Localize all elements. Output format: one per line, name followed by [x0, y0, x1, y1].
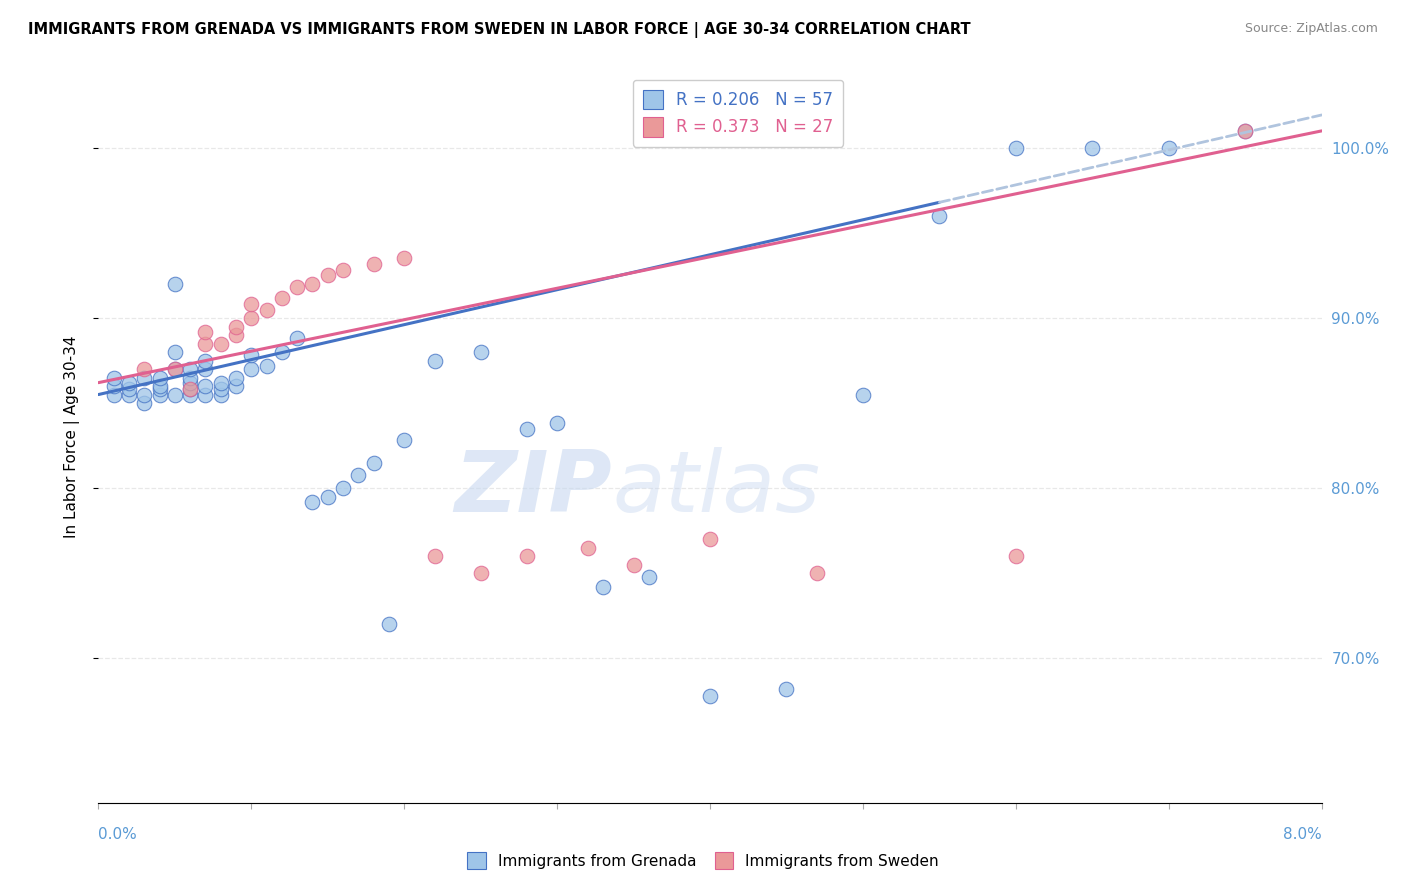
Y-axis label: In Labor Force | Age 30-34: In Labor Force | Age 30-34	[65, 335, 80, 539]
Point	[240, 362, 263, 376]
Point	[623, 558, 645, 572]
Point	[301, 277, 323, 291]
Point	[134, 362, 156, 376]
Point	[470, 345, 492, 359]
Text: ZIP: ZIP	[454, 447, 612, 530]
Text: Source: ZipAtlas.com: Source: ZipAtlas.com	[1244, 22, 1378, 36]
Point	[363, 256, 385, 270]
Legend: Immigrants from Grenada, Immigrants from Sweden: Immigrants from Grenada, Immigrants from…	[461, 846, 945, 875]
Point	[637, 569, 661, 583]
Point	[194, 353, 217, 368]
Point	[240, 297, 263, 311]
Point	[194, 336, 217, 351]
Point	[1234, 124, 1257, 138]
Point	[209, 383, 232, 397]
Point	[118, 387, 141, 401]
Point	[225, 379, 247, 393]
Point	[392, 434, 416, 448]
Point	[363, 456, 385, 470]
Point	[179, 376, 201, 390]
Point	[285, 331, 308, 345]
Point	[194, 387, 217, 401]
Point	[775, 681, 797, 696]
Point	[163, 362, 186, 376]
Point	[194, 325, 217, 339]
Point	[256, 359, 278, 373]
Point	[301, 494, 323, 508]
Point	[163, 345, 186, 359]
Point	[316, 268, 339, 283]
Point	[852, 387, 875, 401]
Point	[179, 383, 201, 397]
Point	[576, 541, 599, 555]
Point	[378, 617, 401, 632]
Point	[270, 345, 294, 359]
Point	[423, 353, 446, 368]
Point	[699, 689, 721, 703]
Point	[225, 328, 247, 343]
Point	[240, 311, 263, 326]
Point	[699, 532, 721, 546]
Point	[546, 417, 568, 431]
Point	[516, 549, 538, 563]
Point	[470, 566, 492, 581]
Point	[1004, 141, 1026, 155]
Point	[270, 291, 294, 305]
Point	[347, 467, 370, 482]
Point	[163, 362, 186, 376]
Point	[149, 370, 172, 384]
Point	[149, 387, 172, 401]
Point	[163, 387, 186, 401]
Point	[194, 379, 217, 393]
Point	[103, 379, 125, 393]
Point	[179, 383, 201, 397]
Point	[423, 549, 446, 563]
Point	[149, 379, 172, 393]
Point	[240, 348, 263, 362]
Point	[118, 383, 141, 397]
Point	[516, 421, 538, 435]
Point	[225, 370, 247, 384]
Point	[332, 481, 354, 495]
Point	[1081, 141, 1104, 155]
Point	[103, 370, 125, 384]
Point	[592, 580, 614, 594]
Point	[806, 566, 828, 581]
Point	[316, 490, 339, 504]
Point	[134, 396, 156, 410]
Point	[256, 302, 278, 317]
Point	[209, 387, 232, 401]
Point	[209, 376, 232, 390]
Point	[194, 362, 217, 376]
Point	[392, 252, 416, 266]
Text: atlas: atlas	[612, 447, 820, 530]
Point	[225, 319, 247, 334]
Point	[179, 362, 201, 376]
Point	[285, 280, 308, 294]
Text: 8.0%: 8.0%	[1282, 827, 1322, 841]
Point	[332, 263, 354, 277]
Legend: R = 0.206   N = 57, R = 0.373   N = 27: R = 0.206 N = 57, R = 0.373 N = 27	[633, 79, 844, 146]
Point	[134, 387, 156, 401]
Point	[103, 387, 125, 401]
Point	[149, 383, 172, 397]
Point	[179, 370, 201, 384]
Text: 0.0%: 0.0%	[98, 827, 138, 841]
Point	[1157, 141, 1180, 155]
Point	[1004, 549, 1026, 563]
Point	[118, 376, 141, 390]
Point	[209, 336, 232, 351]
Text: IMMIGRANTS FROM GRENADA VS IMMIGRANTS FROM SWEDEN IN LABOR FORCE | AGE 30-34 COR: IMMIGRANTS FROM GRENADA VS IMMIGRANTS FR…	[28, 22, 970, 38]
Point	[163, 277, 186, 291]
Point	[1234, 124, 1257, 138]
Point	[134, 370, 156, 384]
Point	[179, 387, 201, 401]
Point	[928, 209, 950, 223]
